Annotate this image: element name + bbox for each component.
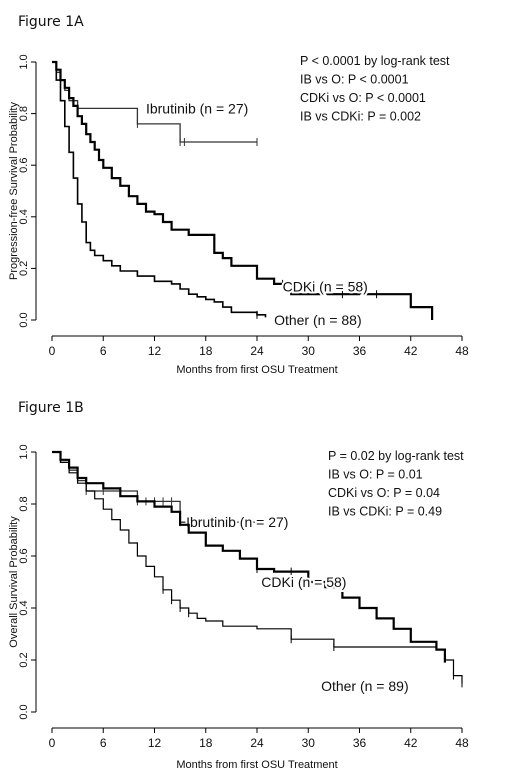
pfs-y-tick-label: 0.0 [18,312,30,327]
os-y-tick-label: 0.4 [18,600,30,615]
os-x-axis-title: Months from first OSU Treatment [176,759,337,771]
os-annotation: P = 0.02 by log-rank test [328,449,464,463]
pfs-annotation: IB vs O: P < 0.0001 [300,73,409,87]
pfs-chart: 0 6 12 18 24 30 36 42 48 0.0 0.2 0.4 0.6 0.8 1.0 Months… [8,54,469,376]
os-x-tick-label: 36 [353,736,367,750]
pfs-series-line [52,61,257,143]
pfs-x-tick-label: 12 [148,344,162,358]
os-x-tick-label: 30 [302,736,316,750]
pfs-y-tick-label: 0.6 [18,158,30,173]
os-y-tick-label: 0.2 [18,652,30,667]
pfs-series-label: Other (n = 88) [274,312,362,328]
pfs-y-axis-title: Progression-free Survival Probability [8,102,20,280]
pfs-x-tick-label: 48 [455,344,469,358]
pfs-x-axis-title: Months from first OSU Treatment [176,364,337,376]
pfs-y-tick-label: 0.8 [18,106,30,121]
os-y-axis-title: Overall Survival Probability [8,516,20,648]
os-x-tick-label: 42 [404,736,418,750]
os-y-tick-label: 0.8 [18,496,30,511]
os-series-line [52,451,257,523]
pfs-x-tick-label: 42 [404,344,418,358]
os-series-label: CDKi (n = 58) [261,574,346,590]
pfs-x-tick-label: 18 [199,344,213,358]
os-series-line [52,450,446,663]
os-x-tick-label: 12 [148,736,162,750]
os-series-label: Other (n = 89) [321,678,409,694]
os-annotation: IB vs CDKi: P = 0.49 [328,505,442,519]
pfs-annotation: P < 0.0001 by log-rank test [300,54,450,68]
pfs-x-tick-label: 0 [49,344,56,358]
pfs-y-tick-label: 0.2 [18,261,30,276]
pfs-y-tick-label: 1.0 [18,54,30,69]
pfs-x-tick-label: 30 [302,344,316,358]
pfs-annotation: IB vs CDKi: P = 0.002 [300,110,421,124]
os-chart: 0 6 12 18 24 30 36 42 48 0.0 0.2 0.4 0.6 0.8 1.0 Months… [8,444,469,771]
pfs-x-tick-label: 24 [250,344,264,358]
figure-1b-title: Figure 1B [18,400,84,416]
pfs-series-line [52,60,434,320]
pfs-series-label: Ibrutinib (n = 27) [146,100,248,116]
pfs-series-label: CDKi (n = 58) [283,278,368,294]
os-x-tick-label: 48 [455,736,469,750]
pfs-series-line [52,61,267,318]
pfs-annotation: CDKi vs O: P < 0.0001 [300,91,426,105]
os-x-tick-label: 18 [199,736,213,750]
os-x-tick-label: 24 [250,736,264,750]
os-annotation: CDKi vs O: P = 0.04 [328,486,440,500]
os-y-tick-label: 0.6 [18,548,30,563]
os-x-tick-label: 0 [49,736,56,750]
figure-1a-title: Figure 1A [18,14,84,30]
pfs-y-tick-label: 0.4 [18,209,30,224]
pfs-x-tick-label: 36 [353,344,367,358]
os-series-label: Ibrutinib (n = 27) [186,514,288,530]
os-y-tick-label: 1.0 [18,444,30,459]
os-x-tick-label: 6 [100,736,107,750]
pfs-x-tick-label: 6 [100,344,107,358]
os-y-tick-label: 0.0 [18,704,30,719]
os-annotation: IB vs O: P = 0.01 [328,468,423,482]
